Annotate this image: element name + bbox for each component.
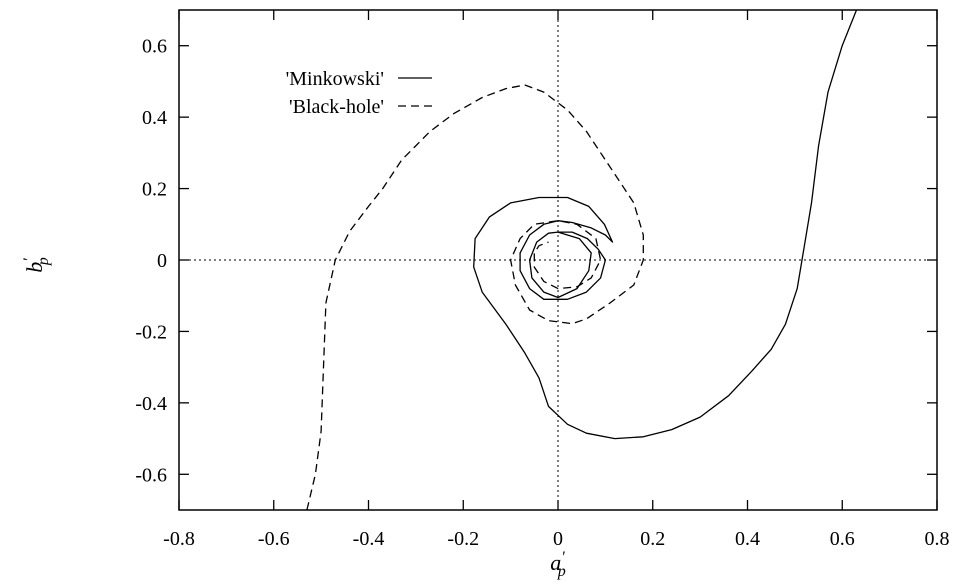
y-tick-label: -0.6 [135, 464, 167, 486]
y-tick-label: -0.2 [135, 321, 167, 343]
x-tick-label: 0.4 [735, 528, 760, 550]
axis-label-base: a [550, 550, 561, 575]
axis-label-subscript: p [557, 563, 566, 580]
x-tick-label: -0.8 [163, 528, 195, 550]
y-tick-label: 0 [157, 250, 167, 272]
x-tick-label: 0.2 [640, 528, 665, 550]
x-tick-label: 0 [553, 528, 563, 550]
x-tick-label: 0.8 [925, 528, 950, 550]
axis-label-base: b [22, 262, 47, 273]
y-tick-label: 0.2 [142, 179, 167, 201]
legend-label: 'Minkowski' [286, 68, 384, 90]
y-axis-label: b′p [21, 257, 52, 273]
series-black-hole-line [306, 84, 644, 511]
legend: 'Minkowski' 'Black-hole' [286, 68, 432, 118]
y-tick-label: 0.6 [142, 36, 167, 58]
axis-label-prime: ′ [21, 258, 38, 262]
zero-lines [179, 10, 937, 510]
axis-label-subscript: p [35, 257, 52, 266]
x-tick-label: -0.6 [258, 528, 290, 550]
ticks: -0.8 -0.6 -0.4 -0.2 0 0.2 0.4 0.6 0.8 -0.6 -0.4 -0.… [135, 10, 950, 550]
series-layer [306, 9, 858, 511]
x-tick-label: 0.6 [830, 528, 855, 550]
x-tick-label: -0.2 [447, 528, 479, 550]
y-tick-label: 0.4 [142, 107, 167, 129]
series-minkowski-line [473, 9, 858, 440]
x-tick-label: -0.4 [353, 528, 385, 550]
x-axis-label: a′ p [550, 549, 566, 580]
y-tick-label: -0.4 [135, 393, 167, 415]
legend-label: 'Black-hole' [289, 96, 384, 118]
axis-label-prime: ′ [561, 549, 565, 566]
